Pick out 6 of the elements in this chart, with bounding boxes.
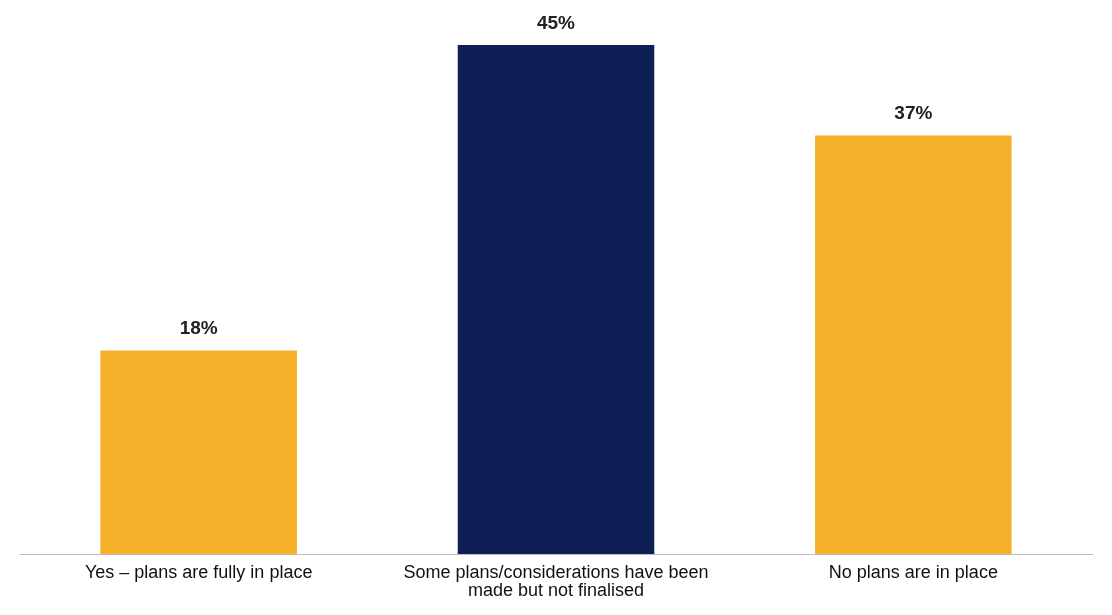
x-tick-label: Some plans/considerations have been made but not finalised bbox=[403, 561, 709, 600]
x-tick-label: Yes – plans are fully in place bbox=[84, 561, 313, 582]
data-label: 37% bbox=[894, 102, 933, 124]
data-label: 18% bbox=[179, 317, 218, 339]
data-label: 45% bbox=[536, 11, 576, 33]
x-tick-label: No plans are in place bbox=[828, 561, 998, 582]
